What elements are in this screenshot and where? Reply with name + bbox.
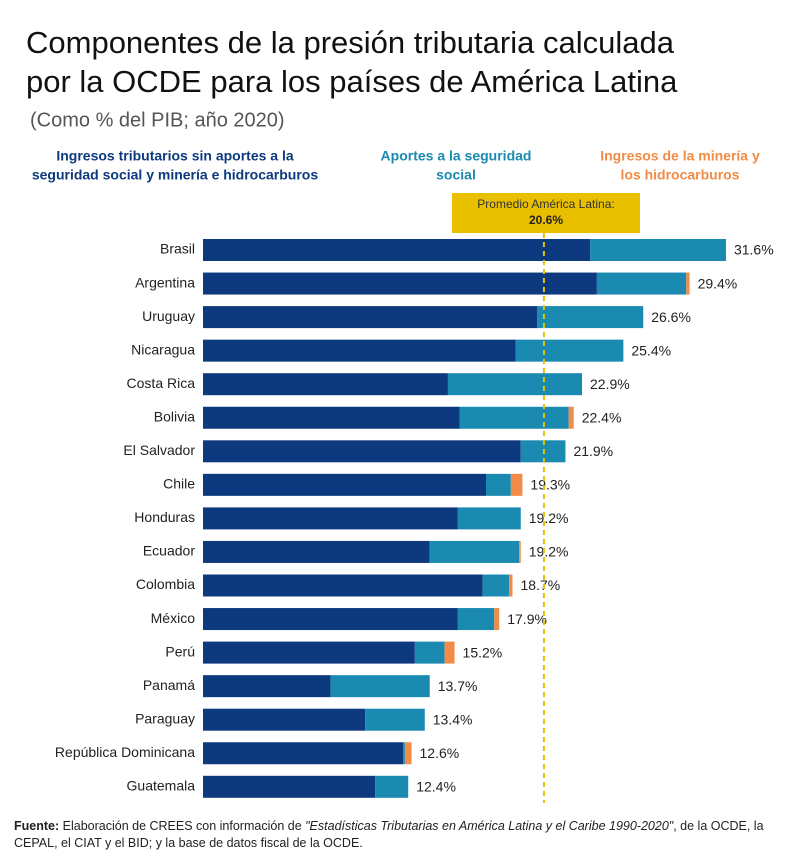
bar-segment	[568, 406, 574, 429]
legend-label: social	[436, 167, 476, 183]
bar-segment	[203, 708, 366, 731]
total-label: 12.4%	[416, 779, 456, 795]
bar-segment	[519, 540, 521, 563]
bar-segment	[444, 641, 455, 664]
category-label: Honduras	[134, 509, 195, 525]
total-label: 22.9%	[590, 376, 630, 392]
bar-segment	[203, 272, 597, 295]
category-label: Brasil	[160, 241, 195, 257]
category-label: Nicaragua	[131, 341, 195, 357]
bar-segment	[375, 775, 409, 798]
bar-segment	[414, 641, 445, 664]
bar-segment	[203, 440, 521, 463]
bar-segment	[203, 306, 538, 329]
category-label: Uruguay	[142, 308, 195, 324]
category-label: Panamá	[143, 677, 195, 693]
category-label: República Dominicana	[55, 744, 195, 760]
bar-segment	[330, 675, 430, 698]
source-text: , de la OCDE, la CEPAL, el CIAT y el BID…	[14, 819, 764, 850]
bar-segment	[203, 742, 404, 765]
total-label: 19.2%	[529, 510, 569, 526]
bar-segment	[590, 239, 726, 261]
bar-segment	[365, 708, 425, 731]
reference-box	[452, 193, 640, 233]
bar-segment	[459, 406, 569, 429]
bar-segment	[203, 641, 415, 664]
chart-subtitle: (Como % del PIB; año 2020)	[30, 109, 285, 131]
total-label: 22.4%	[582, 409, 622, 425]
bar-segment	[509, 574, 513, 597]
category-label: Chile	[163, 476, 195, 492]
bar-segment	[515, 339, 624, 362]
total-label: 13.4%	[433, 711, 473, 727]
chart: Componentes de la presión tributaria cal…	[26, 25, 774, 803]
bar-segment	[203, 540, 430, 563]
legend-label: Aportes a la seguridad	[381, 148, 532, 164]
category-label: El Salvador	[123, 442, 195, 458]
bar-segment	[686, 272, 690, 295]
chart-title: Componentes de la presión tributaria cal…	[26, 25, 675, 60]
category-label: Guatemala	[127, 778, 196, 794]
legend-label: seguridad social y minería e hidrocarbur…	[32, 167, 319, 183]
bar-segment	[482, 574, 510, 597]
bar-segment	[457, 608, 495, 631]
bar-segment	[203, 675, 331, 698]
category-label: Argentina	[135, 274, 195, 290]
source-label: Fuente:	[14, 819, 60, 833]
bar-segment	[203, 473, 487, 496]
bar-segment	[457, 507, 521, 530]
bar-segment	[510, 473, 523, 496]
bar-segment	[486, 473, 511, 496]
total-label: 25.4%	[631, 342, 671, 358]
source-title: "Estadísticas Tributarias en América Lat…	[305, 819, 674, 833]
total-label: 17.9%	[507, 611, 547, 627]
bar-segment	[203, 775, 376, 798]
bar-segment	[494, 608, 500, 631]
bar-segment	[429, 540, 520, 563]
bar-segment	[203, 574, 483, 597]
chart-title: por la OCDE para los países de América L…	[26, 64, 678, 99]
total-label: 13.7%	[438, 678, 478, 694]
bar-segment	[203, 239, 591, 261]
total-label: 15.2%	[463, 644, 503, 660]
source-text: Elaboración de CREES con información de	[62, 819, 306, 833]
total-label: 26.6%	[651, 309, 691, 325]
legend-label: Ingresos de la minería y	[600, 148, 760, 164]
total-label: 29.4%	[698, 275, 738, 291]
source-note: Fuente: Elaboración de CREES con informa…	[14, 818, 774, 852]
bar-segment	[404, 742, 412, 765]
legend-label: Ingresos tributarios sin aportes a la	[56, 148, 294, 164]
bar-segment	[596, 272, 687, 295]
total-label: 19.2%	[529, 544, 569, 560]
category-label: Costa Rica	[127, 375, 196, 391]
category-label: Ecuador	[143, 543, 195, 559]
total-label: 21.9%	[573, 443, 613, 459]
category-label: México	[151, 610, 196, 626]
category-label: Colombia	[136, 576, 195, 592]
bar-segment	[447, 373, 582, 396]
category-label: Bolivia	[154, 408, 195, 424]
legend-label: los hidrocarburos	[620, 167, 739, 183]
bar-segment	[537, 306, 644, 329]
category-label: Perú	[165, 643, 195, 659]
category-label: Paraguay	[135, 710, 195, 726]
bar-segment	[203, 339, 516, 362]
total-label: 12.6%	[420, 745, 460, 761]
total-label: 18.7%	[520, 577, 560, 593]
bar-segment	[203, 608, 458, 631]
total-label: 19.3%	[530, 477, 570, 493]
reference-value: 20.6%	[529, 213, 563, 227]
reference-label: Promedio América Latina:	[477, 197, 614, 211]
bar-segment	[203, 406, 460, 429]
bar-segment	[203, 373, 448, 396]
bar-segment	[203, 507, 458, 530]
total-label: 31.6%	[734, 242, 774, 258]
bar-segment	[403, 742, 405, 765]
